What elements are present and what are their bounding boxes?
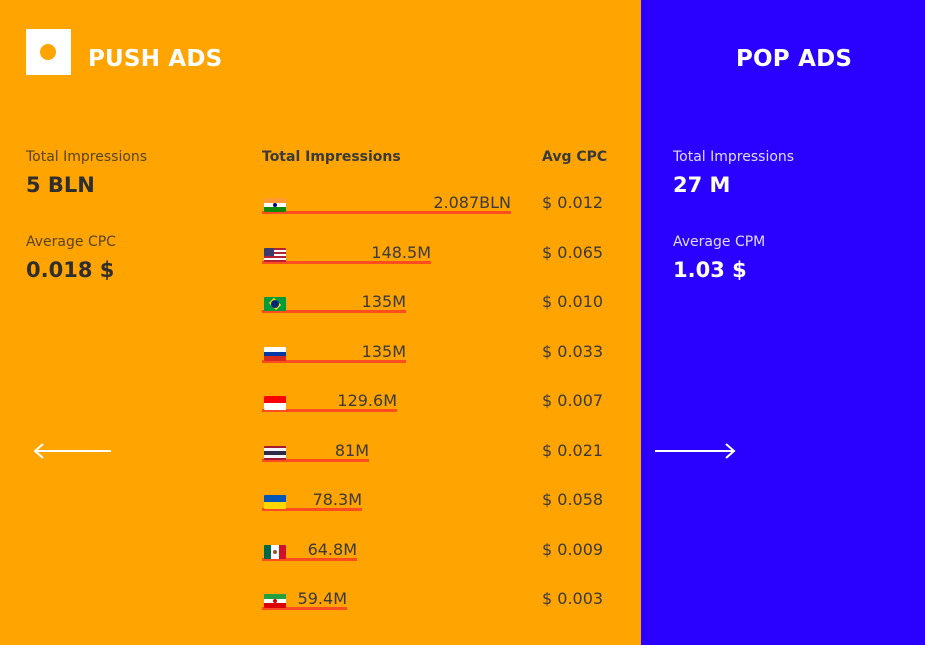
table-row: 135M [262, 292, 406, 319]
impressions-bar: 2.087BLN [262, 193, 511, 214]
us-flag-icon [264, 247, 286, 262]
push-average-cpc-value: 0.018 $ [26, 258, 115, 282]
impressions-value: 64.8M [307, 539, 357, 559]
table-row: 135M [262, 341, 406, 369]
table-row: 129.6M [262, 391, 397, 418]
table-row: 2.087BLN [262, 193, 511, 220]
push-total-impressions-value: 5 BLN [26, 173, 95, 197]
push-ads-title: PUSH ADS [88, 46, 223, 72]
pop-ads-panel[interactable] [641, 0, 925, 645]
pop-total-impressions-value: 27 M [673, 173, 731, 197]
impressions-value: 59.4M [297, 589, 347, 608]
table-row: 59.4M [262, 589, 347, 616]
iran-flag-icon [264, 594, 286, 608]
push-average-cpc-label: Average CPC [26, 234, 116, 250]
mexico-flag-icon [264, 544, 286, 559]
arrow-right-icon[interactable] [655, 441, 737, 461]
impressions-bar: 135M [262, 341, 406, 363]
arrow-left-icon[interactable] [33, 441, 113, 461]
impressions-value: 135M [361, 341, 406, 361]
pop-ads-title[interactable]: POP ADS [736, 46, 853, 72]
impressions-bar: 148.5M [262, 242, 431, 264]
table-row: 78.3M [262, 490, 362, 517]
impressions-bar: 59.4M [262, 589, 347, 610]
push-ads-panel [0, 0, 641, 645]
impressions-bar: 135M [262, 292, 406, 313]
avg-cpc-value: $ 0.021 [542, 440, 604, 460]
logo-dot [40, 44, 56, 60]
table-row: 81M [262, 440, 369, 468]
avg-cpc-value: $ 0.007 [542, 391, 604, 410]
push-total-impressions-label: Total Impressions [26, 149, 148, 165]
avg-cpc-value: $ 0.033 [542, 341, 604, 361]
impressions-bar: 81M [262, 440, 369, 462]
logo-icon [26, 29, 71, 75]
pop-total-impressions-label: Total Impressions [673, 149, 795, 165]
impressions-value: 148.5M [371, 242, 431, 262]
avg-cpc-value: $ 0.065 [542, 242, 604, 262]
table-row: 148.5M [262, 242, 431, 270]
column-header-impressions: Total Impressions [262, 149, 401, 165]
indonesia-flag-icon [264, 396, 286, 410]
impressions-value: 2.087BLN [433, 193, 511, 212]
impressions-value: 135M [361, 292, 406, 311]
table-row: 64.8M [262, 539, 357, 567]
avg-cpc-value: $ 0.012 [542, 193, 604, 212]
avg-cpc-value: $ 0.058 [542, 490, 604, 509]
impressions-bar: 129.6M [262, 391, 397, 412]
pop-average-cpm-value: 1.03 $ [673, 258, 747, 282]
ukraine-flag-icon [264, 495, 286, 509]
impressions-value: 81M [334, 440, 369, 460]
india-flag-icon [264, 198, 286, 212]
pop-average-cpm-label: Average CPM [673, 234, 766, 250]
impressions-value: 129.6M [337, 391, 397, 410]
avg-cpc-value: $ 0.009 [542, 539, 604, 559]
impressions-bar: 64.8M [262, 539, 357, 561]
avg-cpc-value: $ 0.003 [542, 589, 604, 608]
thailand-flag-icon [264, 445, 286, 460]
column-header-avg-cpc: Avg CPC [542, 149, 608, 165]
impressions-bar: 78.3M [262, 490, 362, 511]
brazil-flag-icon [264, 297, 286, 311]
avg-cpc-value: $ 0.010 [542, 292, 604, 311]
impressions-value: 78.3M [312, 490, 362, 509]
russia-flag-icon [264, 346, 286, 361]
